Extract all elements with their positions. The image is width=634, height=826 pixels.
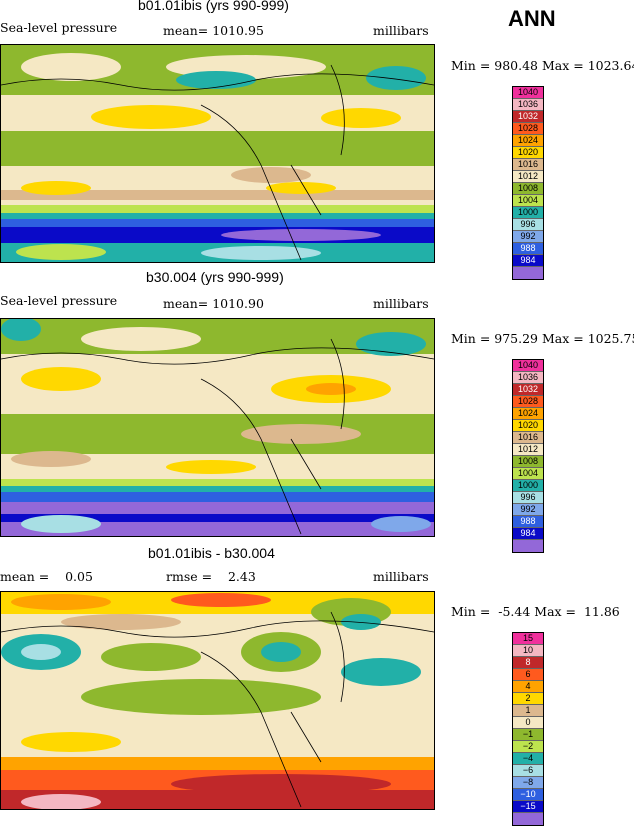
panel2-variable-label: Sea-level pressure (0, 293, 118, 308)
panel2-minmax: Min = 975.29 Max = 1025.75 (451, 331, 634, 346)
panel2-legend-swatch: 1004 (513, 468, 543, 480)
panel3-legend-swatch: 10 (513, 645, 543, 657)
panel3-rmse: rmse = 2.43 (166, 569, 256, 584)
panel2-legend-swatch: 1024 (513, 408, 543, 420)
panel3-legend-swatch: 6 (513, 669, 543, 681)
panel1-legend-swatch: 1028 (513, 123, 543, 135)
panel1-legend-swatch (513, 267, 543, 279)
panel1-legend-swatch: 1020 (513, 147, 543, 159)
panel2-legend-swatch: 1028 (513, 396, 543, 408)
panel1-legend-swatch: 1024 (513, 135, 543, 147)
panel3-title: b01.01ibis - b30.004 (148, 545, 275, 561)
panel3-legend-swatch (513, 813, 543, 825)
panel3-legend-swatch: 1 (513, 705, 543, 717)
panel1-units: millibars (373, 23, 429, 38)
panel1-variable-label: Sea-level pressure (0, 20, 118, 35)
panel3-legend-swatch: 4 (513, 681, 543, 693)
panel3-legend-swatch: −15 (513, 801, 543, 813)
panel2-units: millibars (373, 296, 429, 311)
panel2-legend-swatch: 1016 (513, 432, 543, 444)
panel3-map-svg (1, 592, 434, 809)
panel2-legend-swatch: 1032 (513, 384, 543, 396)
panel3-legend-swatch: 2 (513, 693, 543, 705)
panel3-legend-swatch: −10 (513, 789, 543, 801)
panel1-legend-swatch: 992 (513, 231, 543, 243)
panel2-legend-swatch: 1020 (513, 420, 543, 432)
panel3-legend-swatch: −2 (513, 741, 543, 753)
panel1-legend-swatch: 1012 (513, 171, 543, 183)
panel3-map (0, 591, 435, 810)
panel1-legend-swatch: 996 (513, 219, 543, 231)
panel1-legend-swatch: 1000 (513, 207, 543, 219)
panel2-legend-swatch: 1012 (513, 444, 543, 456)
panel1-legend-swatch: 984 (513, 255, 543, 267)
panel1-map (0, 44, 435, 263)
panel2-legend-swatch: 1008 (513, 456, 543, 468)
panel2-legend: 1040 1036 1032 1028 1024 1020 1016 1012 … (512, 359, 544, 553)
season-label: ANN (508, 6, 556, 31)
panel1-minmax: Min = 980.48 Max = 1023.64 (451, 58, 634, 73)
panel1-legend-swatch: 1008 (513, 183, 543, 195)
panel2-map-svg (1, 319, 434, 536)
panel2-title: b30.004 (yrs 990-999) (146, 269, 284, 285)
panel3-legend-swatch: 0 (513, 717, 543, 729)
panel3-legend-swatch: −6 (513, 765, 543, 777)
panel2-map (0, 318, 435, 537)
panel2-legend-swatch: 988 (513, 516, 543, 528)
panel2-legend-swatch: 996 (513, 492, 543, 504)
panel2-legend-swatch: 984 (513, 528, 543, 540)
panel1-legend-swatch: 1032 (513, 111, 543, 123)
panel1-legend-swatch: 1036 (513, 99, 543, 111)
panel3-units: millibars (373, 569, 429, 584)
panel1-mean: mean= 1010.95 (163, 23, 264, 38)
panel2-legend-swatch: 1040 (513, 360, 543, 372)
panel1-legend-swatch: 988 (513, 243, 543, 255)
panel2-legend-swatch: 1000 (513, 480, 543, 492)
panel3-legend: 15 10 8 6 4 2 1 0 −1 −2 −4 −6 −8 −10 −15 (512, 632, 544, 826)
panel3-legend-swatch: 15 (513, 633, 543, 645)
panel3-minmax: Min = -5.44 Max = 11.86 (451, 604, 620, 619)
panel2-legend-swatch (513, 540, 543, 552)
panel1-legend-swatch: 1016 (513, 159, 543, 171)
panel2-legend-swatch: 992 (513, 504, 543, 516)
panel2-legend-swatch: 1036 (513, 372, 543, 384)
panel1-legend-swatch: 1004 (513, 195, 543, 207)
panel3-legend-swatch: −1 (513, 729, 543, 741)
panel3-legend-swatch: −4 (513, 753, 543, 765)
panel2-mean: mean= 1010.90 (163, 296, 264, 311)
panel3-legend-swatch: 8 (513, 657, 543, 669)
panel1-legend: 1040 1036 1032 1028 1024 1020 1016 1012 … (512, 86, 544, 280)
panel3-mean: mean = 0.05 (0, 569, 93, 584)
panel1-title: b01.01ibis (yrs 990-999) (138, 0, 289, 13)
panel1-legend-swatch: 1040 (513, 87, 543, 99)
panel1-map-svg (1, 45, 434, 262)
panel3-legend-swatch: −8 (513, 777, 543, 789)
